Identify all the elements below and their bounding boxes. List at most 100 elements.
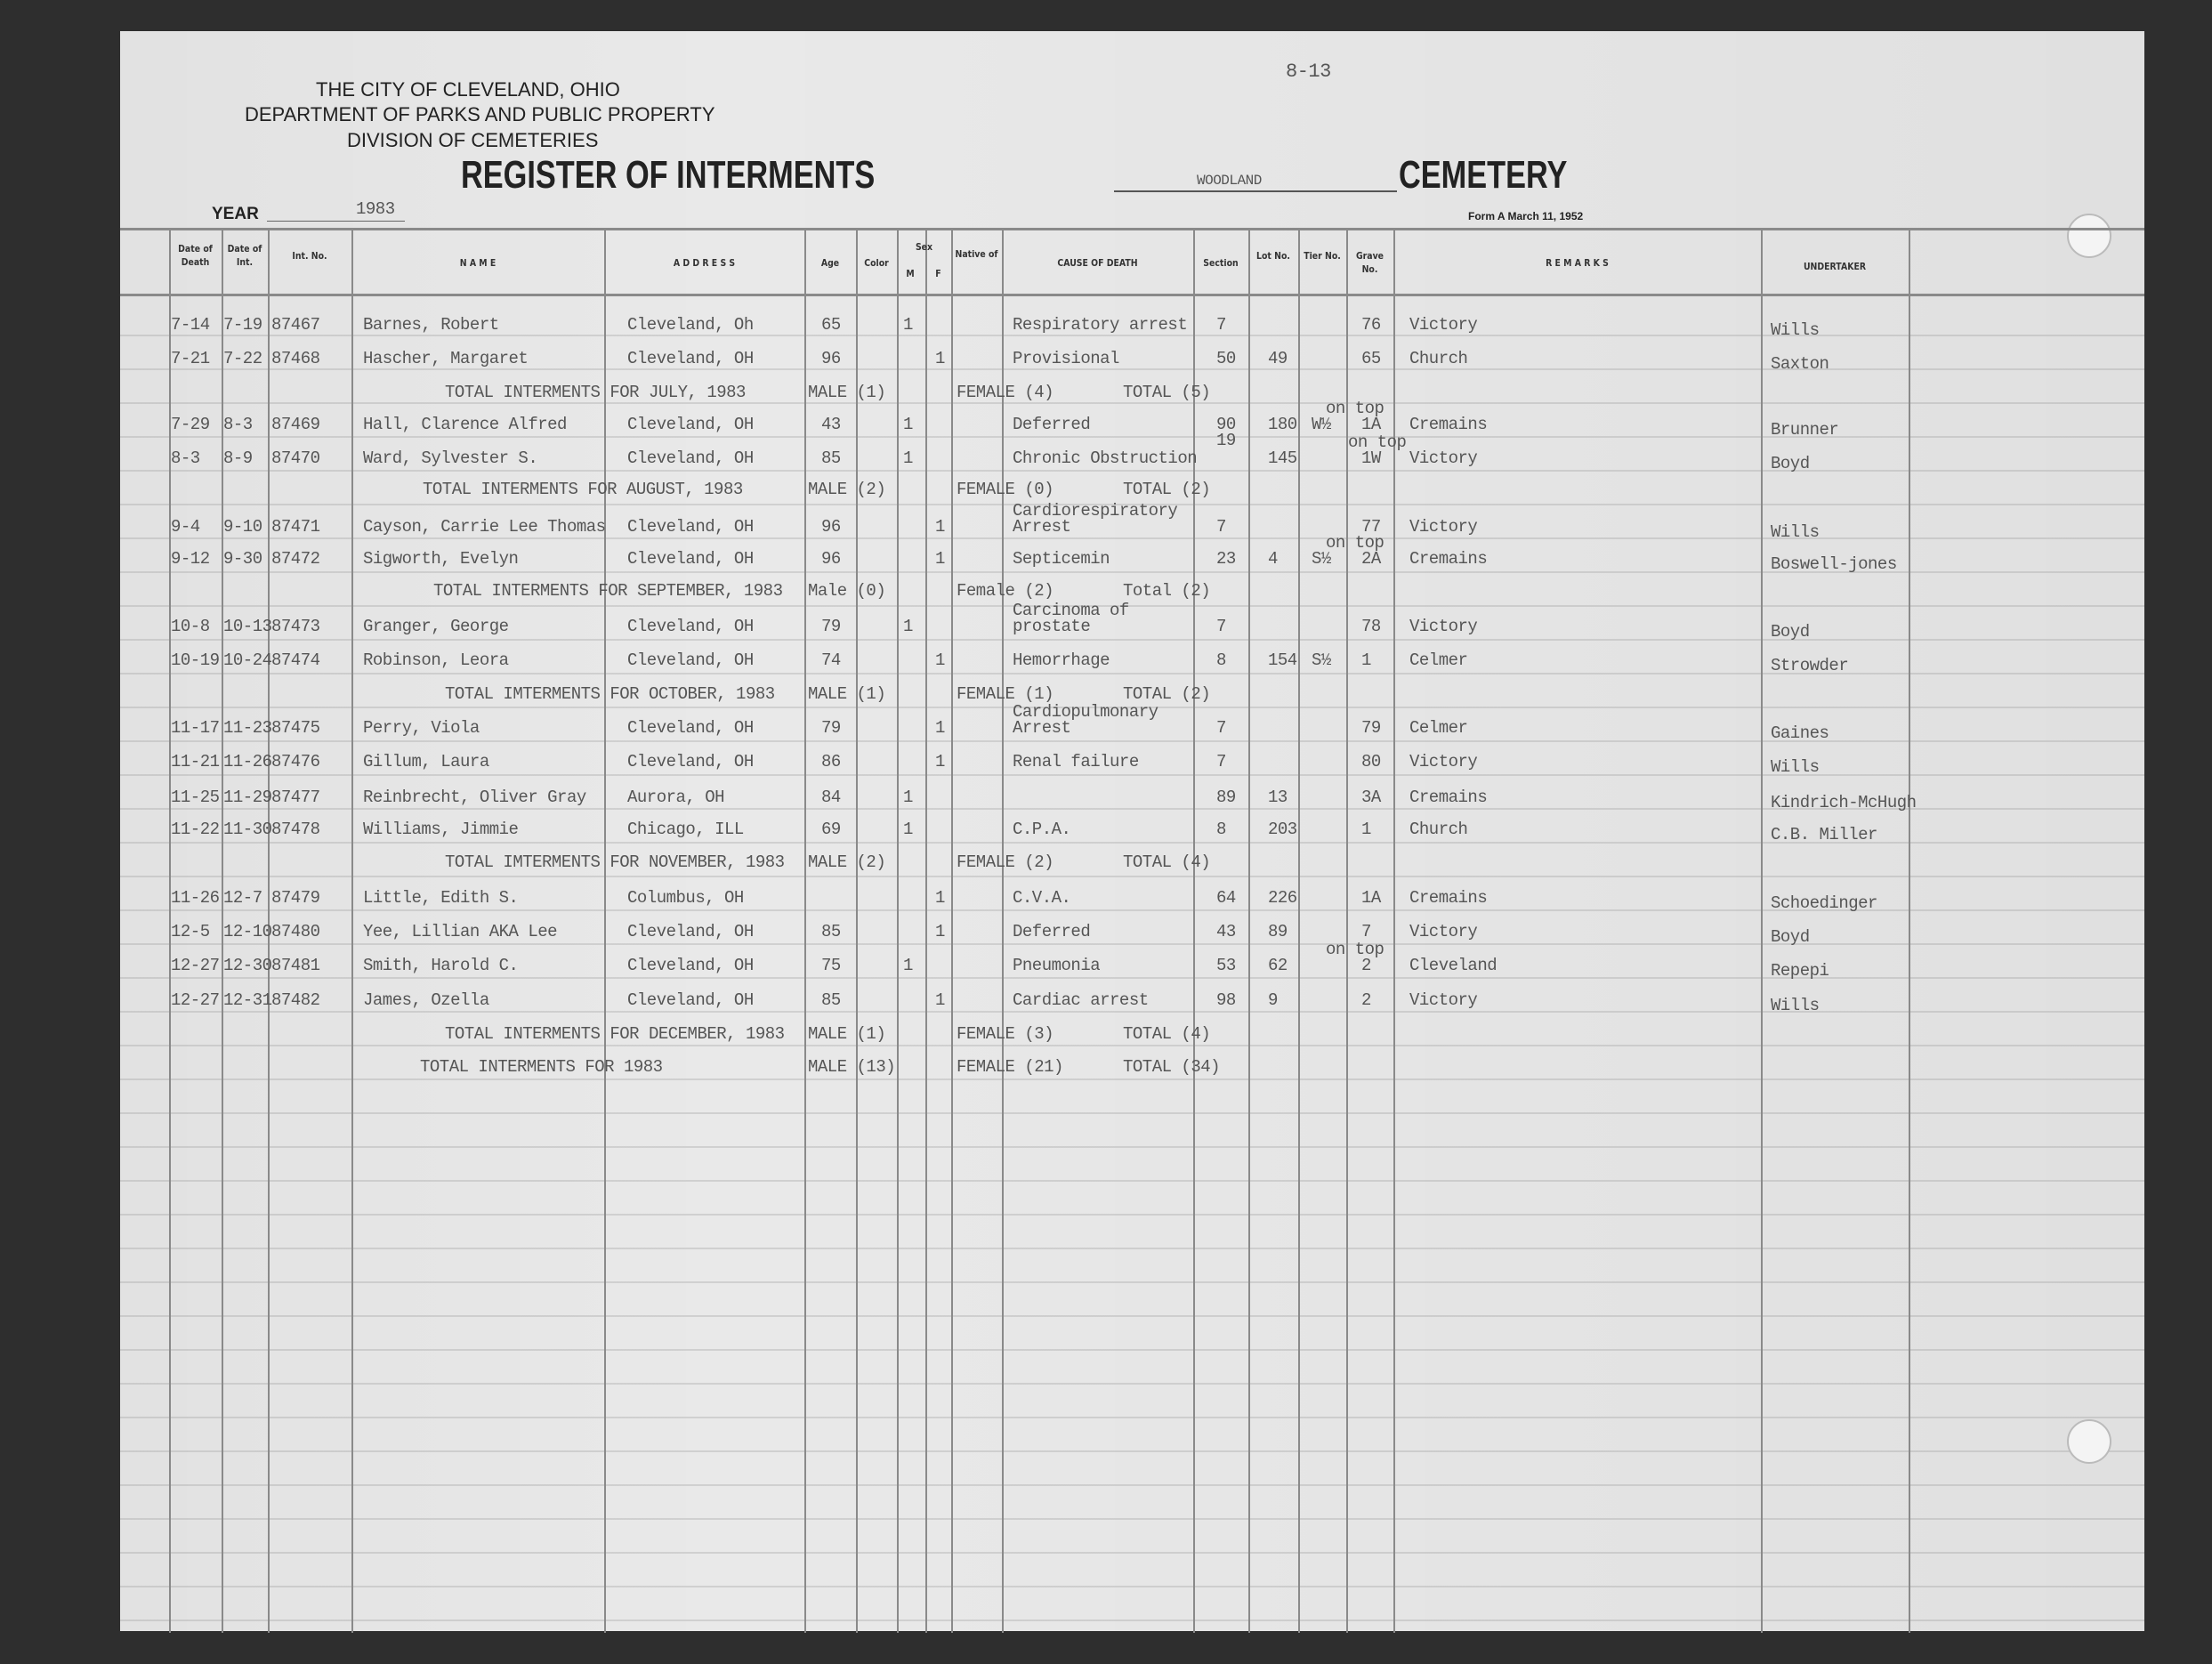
- total-male-count: MALE (2): [808, 852, 886, 872]
- row-cause-cell: Arrest: [1013, 718, 1071, 738]
- row-death-cell: 9-12: [171, 549, 210, 569]
- column-rule: [1909, 229, 1910, 1633]
- row-int-cell: 7-22: [223, 349, 262, 368]
- total-count: TOTAL (4): [1123, 1024, 1211, 1044]
- row-int-cell: 12-10: [223, 922, 272, 941]
- row-section-cell: 7: [1216, 517, 1226, 537]
- column-header-native-of: Native of: [955, 248, 998, 260]
- row-section-cell: 8: [1216, 820, 1226, 839]
- column-rule: [897, 229, 899, 1633]
- column-header-remarks: R E M A R K S: [1546, 257, 1609, 269]
- row-grave-cell: 77: [1361, 517, 1381, 537]
- row-remarks-cell: Victory: [1409, 922, 1478, 941]
- row-remarks-cell: Cremains: [1409, 888, 1488, 908]
- row-address-cell: Cleveland, OH: [627, 922, 754, 941]
- row-address-cell: Cleveland, OH: [627, 549, 754, 569]
- row-remarks-cell: Celmer: [1409, 718, 1468, 738]
- cemetery-name: WOODLAND: [1197, 173, 1262, 189]
- row-age-cell: 79: [821, 617, 841, 636]
- row-int-no-cell: 87474: [271, 650, 320, 670]
- row-undertaker-cell: Repepi: [1771, 961, 1829, 981]
- row-address-cell: Cleveland, OH: [627, 718, 754, 738]
- row-section-cell: 89: [1216, 788, 1236, 807]
- row-int-no-cell: 87472: [271, 549, 320, 569]
- register-page: [120, 31, 2144, 1631]
- total-female-count: FEMALE (2): [957, 852, 1054, 872]
- row-m-cell: 1: [903, 788, 913, 807]
- total-count: Total (2): [1123, 581, 1211, 601]
- row-death-cell: 10-19: [171, 650, 220, 670]
- row-lot-cell: 203: [1268, 820, 1297, 839]
- total-female-count: FEMALE (3): [957, 1024, 1054, 1044]
- row-name-cell: Hascher, Margaret: [363, 349, 529, 368]
- row-death-cell: 11-17: [171, 718, 220, 738]
- row-undertaker-cell: Wills: [1771, 757, 1820, 777]
- row-death-cell: 8-3: [171, 448, 200, 468]
- total-count: TOTAL (2): [1123, 480, 1211, 499]
- row-death-cell: 11-21: [171, 752, 220, 771]
- row-name-cell: Robinson, Leora: [363, 650, 509, 670]
- row-f-cell: 1: [935, 990, 945, 1010]
- punch-hole-icon: [2067, 1419, 2111, 1464]
- row-remarks-cell: Celmer: [1409, 650, 1468, 670]
- row-grave-cell: 1A: [1361, 888, 1381, 908]
- row-name-cell: James, Ozella: [363, 990, 489, 1010]
- row-tier-cell: S½: [1312, 650, 1331, 670]
- column-rule: [1346, 229, 1348, 1633]
- row-grave-note-cell: on top: [1326, 399, 1385, 418]
- monthly-total-label: TOTAL IMTERMENTS FOR OCTOBER, 1983: [445, 684, 775, 704]
- row-remarks-cell: Cleveland: [1409, 956, 1498, 975]
- row-remarks-cell: Victory: [1409, 315, 1478, 335]
- row-undertaker-cell: Boyd: [1771, 622, 1810, 642]
- column-header-section: Section: [1203, 257, 1239, 269]
- row-section-cell: 64: [1216, 888, 1236, 908]
- column-rule: [1393, 229, 1395, 1633]
- column-header-lot: Lot No.: [1256, 250, 1290, 262]
- row-remarks-cell: Victory: [1409, 617, 1478, 636]
- row-age-cell: 84: [821, 788, 841, 807]
- row-death-cell: 7-29: [171, 415, 210, 434]
- row-remarks-cell: Victory: [1409, 517, 1478, 537]
- row-remarks-cell: Victory: [1409, 448, 1478, 468]
- row-cause-cell: Provisional: [1013, 349, 1119, 368]
- row-age-cell: 86: [821, 752, 841, 771]
- column-rule: [925, 229, 927, 1633]
- row-section-cell: 7: [1216, 315, 1226, 335]
- row-death-cell: 7-14: [171, 315, 210, 335]
- row-grave-cell: 1A: [1361, 415, 1381, 434]
- row-cause-cell: Hemorrhage: [1013, 650, 1110, 670]
- row-int-no-cell: 87469: [271, 415, 320, 434]
- column-header-color: Color: [864, 257, 889, 269]
- row-int-no-cell: 87477: [271, 788, 320, 807]
- row-cause-cell: Respiratory arrest: [1013, 315, 1188, 335]
- row-grave-cell: 7: [1361, 922, 1371, 941]
- row-cause-line1-cell: Carcinoma of: [1013, 601, 1129, 620]
- column-rule: [1761, 229, 1763, 1633]
- column-rule: [1002, 229, 1004, 1633]
- row-cause-line1-cell: Cardiorespiratory: [1013, 501, 1178, 521]
- row-grave-cell: 2: [1361, 956, 1371, 975]
- row-age-cell: 85: [821, 448, 841, 468]
- row-tier-cell: W½: [1312, 415, 1331, 434]
- column-rule: [604, 229, 606, 1633]
- row-remarks-cell: Cremains: [1409, 788, 1488, 807]
- row-grave-cell: 76: [1361, 315, 1381, 335]
- row-m-cell: 1: [903, 617, 913, 636]
- row-cause-cell: Deferred: [1013, 922, 1091, 941]
- row-age-cell: 43: [821, 415, 841, 434]
- row-grave-note-cell: on top: [1326, 533, 1385, 553]
- row-age-cell: 75: [821, 956, 841, 975]
- row-grave-cell: 1: [1361, 650, 1371, 670]
- row-undertaker-cell: Brunner: [1771, 420, 1839, 440]
- total-female-count: FEMALE (1): [957, 684, 1054, 704]
- row-lot-cell: 49: [1268, 349, 1288, 368]
- row-lot-cell: 4: [1268, 549, 1278, 569]
- row-grave-cell: 79: [1361, 718, 1381, 738]
- monthly-total-label: TOTAL INTERMENTS FOR SEPTEMBER, 1983: [433, 581, 783, 601]
- row-age-cell: 96: [821, 349, 841, 368]
- cemetery-label: CEMETERY: [1399, 153, 1568, 197]
- column-rule: [1248, 229, 1250, 1633]
- row-tier-cell: S½: [1312, 549, 1331, 569]
- row-int-no-cell: 87471: [271, 517, 320, 537]
- punch-hole-icon: [2067, 214, 2111, 258]
